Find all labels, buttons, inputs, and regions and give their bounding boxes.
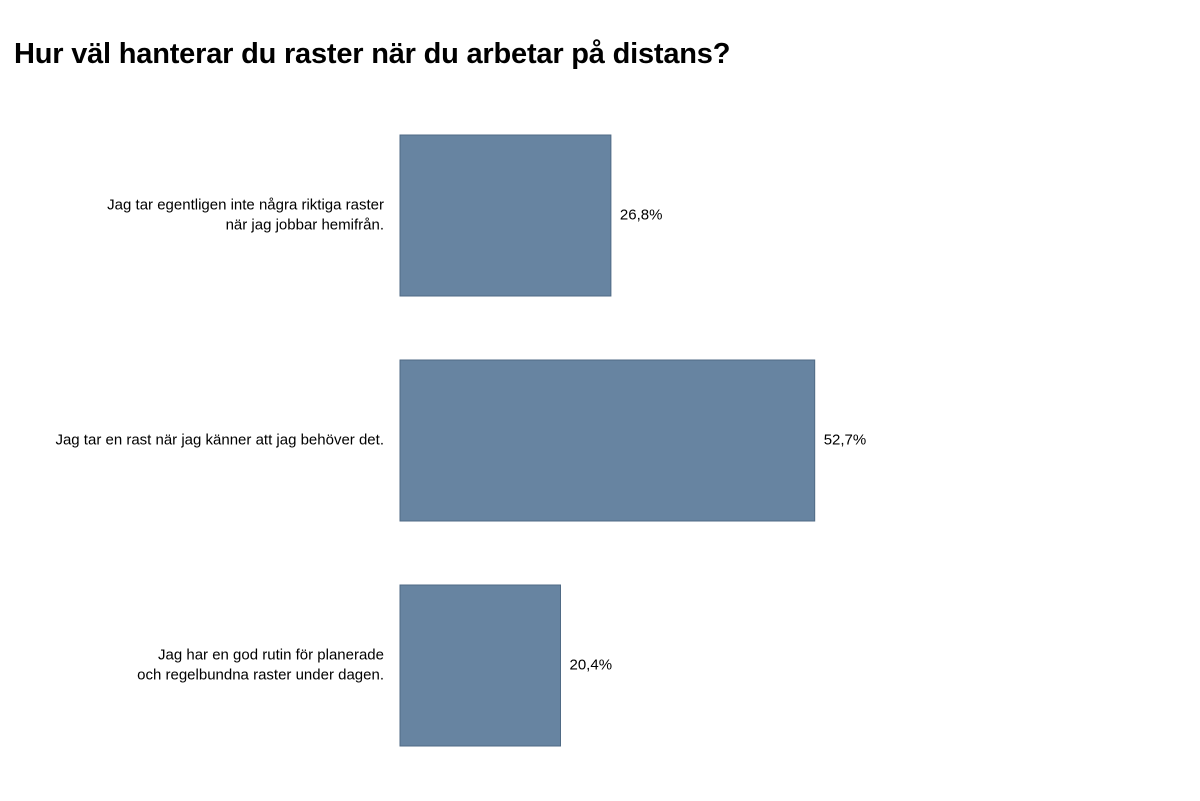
category-label-line: Jag har en god rutin för planerade bbox=[158, 646, 384, 663]
value-label-1: 26,8% bbox=[620, 206, 663, 223]
bar-1 bbox=[399, 134, 612, 297]
bar-2 bbox=[399, 359, 816, 522]
value-label-3: 20,4% bbox=[570, 656, 613, 673]
category-label-2: Jag tar en rast när jag känner att jag b… bbox=[55, 431, 384, 448]
category-label-line: Jag tar egentligen inte några riktiga ra… bbox=[107, 196, 384, 213]
bar-3 bbox=[399, 584, 561, 747]
category-label-line: när jag jobbar hemifrån. bbox=[226, 216, 384, 233]
category-label-3: Jag har en god rutin för planerade och re… bbox=[137, 646, 384, 683]
chart-title: Hur väl hanterar du raster när du arbeta… bbox=[14, 38, 731, 70]
category-label-line: och regelbundna raster under dagen. bbox=[137, 666, 384, 683]
value-label-2: 52,7% bbox=[824, 431, 867, 448]
category-label-line: Jag tar en rast när jag känner att jag b… bbox=[55, 431, 384, 448]
category-label-1: Jag tar egentligen inte några riktiga ra… bbox=[107, 196, 384, 233]
